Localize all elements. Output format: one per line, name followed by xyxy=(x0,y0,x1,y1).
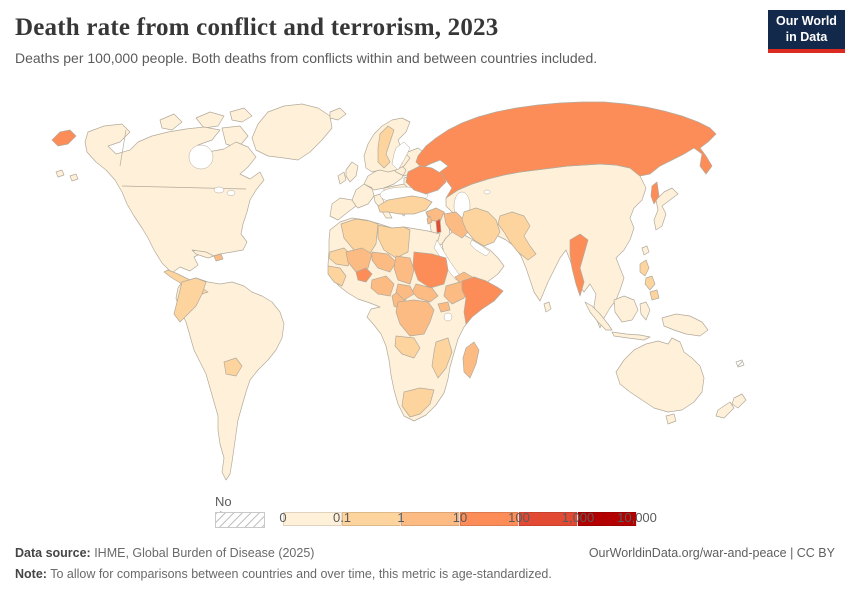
great-lakes-2 xyxy=(226,190,236,196)
country-taiwan[interactable] xyxy=(641,245,650,256)
owid-logo-line2: in Data xyxy=(785,30,828,44)
persian-gulf xyxy=(469,239,491,257)
credit-link[interactable]: OurWorldinData.org/war-and-peace | CC BY xyxy=(588,546,835,560)
page-title: Death rate from conflict and terrorism, … xyxy=(15,14,499,41)
country-united-kingdom[interactable] xyxy=(345,161,359,183)
country-uganda[interactable] xyxy=(437,301,451,313)
country-madagascar[interactable] xyxy=(462,341,480,379)
data-source-label: Data source: xyxy=(15,546,91,560)
country-mali[interactable] xyxy=(345,247,373,273)
arctic-islands xyxy=(159,107,253,149)
page-subtitle: Deaths per 100,000 people. Both deaths f… xyxy=(15,50,598,66)
country-iran[interactable] xyxy=(461,207,501,247)
country-sweden[interactable] xyxy=(377,125,395,169)
owid-logo-line1: Our World xyxy=(776,14,837,28)
country-palestine[interactable] xyxy=(435,218,442,234)
country-paraguay[interactable] xyxy=(223,357,243,377)
alaska-canada-border xyxy=(119,129,127,167)
country-greenland[interactable] xyxy=(251,103,333,161)
legend-bin-2[interactable] xyxy=(401,512,460,526)
country-australia[interactable] xyxy=(615,337,705,413)
country-niger[interactable] xyxy=(371,251,397,273)
great-lakes xyxy=(213,186,225,194)
country-myanmar[interactable] xyxy=(569,233,589,297)
country-iceland[interactable] xyxy=(329,107,347,121)
data-source-line: Data source: IHME, Global Burden of Dise… xyxy=(15,546,314,560)
country-south-africa[interactable] xyxy=(401,387,435,418)
legend-tick-4: 100 xyxy=(508,510,530,525)
legend-bin-4[interactable] xyxy=(519,512,578,526)
country-haiti[interactable] xyxy=(213,253,224,262)
note-text: To allow for comparisons between countri… xyxy=(46,567,552,581)
region-south-america[interactable] xyxy=(175,277,285,481)
country-drc[interactable] xyxy=(395,299,435,337)
country-cuba[interactable] xyxy=(191,249,215,259)
us-canada-border xyxy=(121,185,247,190)
baltic-sea xyxy=(391,141,411,171)
country-libya[interactable] xyxy=(377,224,411,259)
footer: Data source: IHME, Global Burden of Dise… xyxy=(15,546,835,581)
owid-logo[interactable]: Our World in Data xyxy=(768,10,845,53)
country-new-caledonia-no-data[interactable] xyxy=(735,359,745,368)
country-russia[interactable] xyxy=(415,101,717,199)
region-north-america[interactable] xyxy=(84,123,265,274)
country-ukraine[interactable] xyxy=(405,165,447,195)
data-source-text: IHME, Global Burden of Disease (2025) xyxy=(90,546,315,560)
legend-tick-0: 0 xyxy=(279,510,287,525)
country-lebanon[interactable] xyxy=(426,215,433,225)
country-central-african-republic[interactable] xyxy=(395,283,415,301)
country-burkina-faso[interactable] xyxy=(355,267,373,283)
legend-tick-1: 0.1 xyxy=(332,510,352,525)
country-russia-sakhalin[interactable] xyxy=(650,181,660,205)
no-data-swatch[interactable] xyxy=(215,512,265,528)
note-line: Note: To allow for comparisons between c… xyxy=(15,567,835,581)
country-new-zealand[interactable] xyxy=(715,393,747,419)
legend-tick-5: 1,000 xyxy=(561,510,595,525)
note-label: Note: xyxy=(15,567,47,581)
country-angola[interactable] xyxy=(394,335,421,359)
country-sudan[interactable] xyxy=(412,251,449,289)
legend-bin-3[interactable] xyxy=(460,512,519,526)
legend-bin-5[interactable] xyxy=(578,512,637,526)
country-japan[interactable] xyxy=(653,187,679,231)
legend-bin-0[interactable] xyxy=(283,512,342,526)
legend-tick-6: 10,000 xyxy=(617,510,657,525)
legend-tick-2: 1 xyxy=(397,510,405,525)
aleutian-islands xyxy=(55,169,79,182)
country-chad[interactable] xyxy=(393,255,415,285)
legend-tick-3: 10 xyxy=(452,510,468,525)
aral-sea xyxy=(483,189,491,195)
country-ireland[interactable] xyxy=(337,171,347,185)
country-sri-lanka[interactable] xyxy=(543,301,552,313)
lake-victoria xyxy=(443,312,453,322)
country-nigeria[interactable] xyxy=(370,275,395,297)
country-russia-chukotka[interactable] xyxy=(51,129,77,147)
region-indonesia[interactable] xyxy=(584,295,709,341)
country-algeria[interactable] xyxy=(340,218,379,257)
country-mozambique-zimbabwe[interactable] xyxy=(431,337,453,379)
country-iraq[interactable] xyxy=(443,211,471,239)
hudson-bay xyxy=(188,144,214,170)
country-afghanistan-pakistan[interactable] xyxy=(497,211,537,261)
legend-color-bar: 0 0.1 1 10 100 1,000 10,000 xyxy=(279,510,657,526)
country-somalia[interactable] xyxy=(461,276,504,325)
country-senegal-guinea[interactable] xyxy=(327,265,347,287)
country-turkey[interactable] xyxy=(377,195,433,215)
legend-bin-1[interactable] xyxy=(342,512,401,526)
country-philippines[interactable] xyxy=(639,259,660,301)
country-colombia-ecuador[interactable] xyxy=(173,277,207,323)
country-tasmania xyxy=(665,413,677,425)
